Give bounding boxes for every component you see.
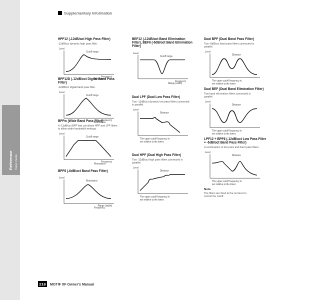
filter-curve <box>140 116 181 133</box>
section-title: BPF6 (-6dB/oct Band Pass Filter) <box>58 169 108 173</box>
diagram-label: The upper cutoff frequency is set relativ… <box>140 196 171 202</box>
filter-curve <box>211 58 258 75</box>
section-title: Dual LPF (Dual Low Pass Filter) <box>132 95 180 99</box>
section-desc: Two -12dB/oct dynamic low pass filters c… <box>132 100 190 107</box>
diagram-label: Distance <box>160 112 170 115</box>
diagram-label: Distance <box>160 170 170 173</box>
section-desc: Two -6dB/oct band pass filters connected… <box>204 42 255 49</box>
section-title: Dual BPF (Dual Band Pass Filter) <box>204 37 254 41</box>
diagram-label: The upper cutoff frequency is set relativ… <box>212 80 243 86</box>
note-title: Note <box>204 187 211 191</box>
diagram-label: Range (width) <box>98 205 113 208</box>
section-desc: A -12dB/oct BPF that combines HPF and LP… <box>58 124 118 131</box>
section-desc: -12dB/oct dynamic high pass filter. <box>58 42 98 46</box>
section-desc: Two band elimination filters connected i… <box>204 92 251 99</box>
diagram-label: The upper cutoff frequency is set relativ… <box>140 138 171 144</box>
diagram-label: Cutoff range <box>86 51 99 54</box>
section-desc: Two -12dB/oct high pass filters connecte… <box>132 158 183 165</box>
diagram-label: Level <box>59 92 65 94</box>
diagram-label: Cutoff range <box>86 136 99 139</box>
page-number: 216 <box>39 282 46 287</box>
note-text: The filters are fixed at the oct level t… <box>204 191 247 198</box>
diagram-label: Level <box>205 102 211 104</box>
diagram-label: Level <box>205 52 211 54</box>
section-desc: A combination of low pass and band pass … <box>204 145 260 149</box>
diagram-label: Resonance <box>94 122 106 124</box>
filter-curve <box>65 97 112 116</box>
diagram-label: Cutoff range <box>160 55 173 58</box>
diagram-label: Resonance <box>86 181 98 183</box>
diagram-label: Distance <box>232 154 242 157</box>
section-title: Dual HPF (Dual High Pass Filter) <box>132 153 181 157</box>
diagram-label: Range (width) <box>168 82 183 85</box>
diagram-label: Distance <box>232 54 242 57</box>
manual-name: MOTIF XF Owner's Manual <box>50 283 94 287</box>
diagram-label: Resonance <box>94 79 106 81</box>
diagram-label: Level <box>205 152 211 154</box>
header-title: Supplementary Information <box>64 11 112 16</box>
filter-curve <box>65 184 112 199</box>
diagram-label: Level <box>133 168 139 170</box>
diagram-label: Level <box>59 178 65 180</box>
section-title: HPF12 (-12dB/oct High Pass Filter) <box>58 37 110 41</box>
diagram-label: Frequency <box>101 119 113 122</box>
section-title: BEF12 (-12dB/oct Band Elimination Filter)… <box>132 37 192 48</box>
diagram-label: Level <box>59 49 65 51</box>
filter-curve <box>139 174 185 191</box>
page: Reference Voice mode Supplementary Infor… <box>0 0 267 300</box>
sidebar-sublabel: Voice mode <box>14 154 18 170</box>
diagram-label: Level <box>133 110 139 112</box>
diagram-label: The upper cutoff frequency is set relativ… <box>212 130 243 136</box>
diagram-label: Frequency <box>175 80 187 83</box>
diagram-label: Resonance <box>94 164 106 166</box>
section-title: BPFw (Wide Band Pass Filter) <box>58 119 103 123</box>
diagram-label: Frequency <box>101 161 113 164</box>
diagram-label: Level <box>133 53 139 55</box>
section-title: BPF12D (-12dB/oct Digital Band Pass Filte… <box>58 77 115 85</box>
diagram-label: Cutoff range <box>86 94 99 97</box>
section-title: Dual BEF (Dual Band Elimination Filter) <box>204 87 264 91</box>
diagram-label: The upper cutoff frequency is set relativ… <box>212 180 243 186</box>
diagram-label: Distance <box>232 104 242 107</box>
header-marker <box>58 11 62 15</box>
filter-curve <box>65 54 112 72</box>
page-box <box>38 281 47 287</box>
filter-curve <box>65 140 112 157</box>
section-desc: -12dB/oct digital band pass filter. <box>58 85 96 89</box>
diagram-label: Level <box>59 134 65 136</box>
filter-curve <box>211 108 258 123</box>
section-title: LPF12 + BPF6 (-12dB/oct Low Pass Filter +… <box>204 137 267 145</box>
diagram-label: Frequency <box>94 207 106 210</box>
manual-page: Reference Voice mode Supplementary Infor… <box>0 0 267 300</box>
filter-curve <box>140 59 185 75</box>
filter-curve <box>211 160 258 176</box>
diagram-label: Frequency <box>101 76 113 79</box>
sidebar-label: Reference <box>8 150 13 170</box>
sidebar-tab <box>2 105 20 175</box>
